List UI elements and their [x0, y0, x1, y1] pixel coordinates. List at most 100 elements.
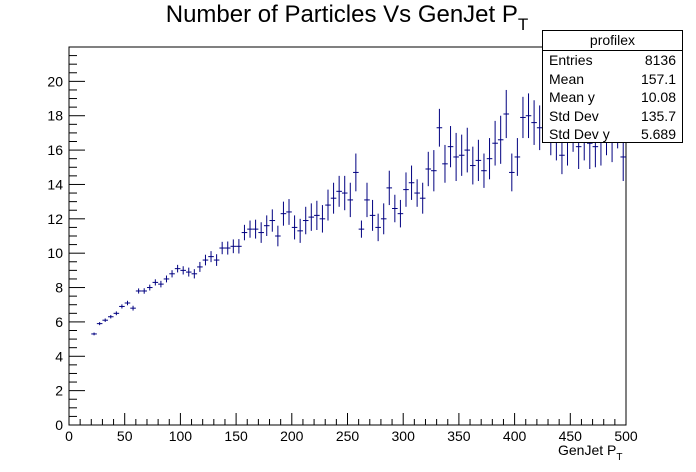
stats-row-std-dev: Std Dev 135.7	[543, 107, 682, 126]
stats-label: Std Dev	[549, 107, 599, 124]
data-point	[280, 201, 287, 226]
x-tick-label: 200	[280, 428, 304, 444]
data-point	[464, 127, 471, 173]
stats-row-entries: Entries 8136	[543, 51, 682, 70]
data-point	[230, 239, 237, 254]
chart-title-text: Number of Particles Vs GenJet P	[166, 1, 518, 28]
data-point	[96, 322, 103, 326]
data-point	[202, 254, 209, 266]
data-point	[124, 300, 131, 306]
data-point	[291, 215, 298, 240]
data-point	[102, 318, 108, 322]
data-point	[525, 93, 532, 139]
x-axis-label-text: GenJet P	[558, 442, 616, 458]
y-tick-label: 6	[55, 314, 63, 330]
data-point	[107, 315, 114, 319]
data-point	[174, 264, 181, 273]
x-tick-label: 400	[503, 428, 527, 444]
y-axis: 0 2 4 6 8 10 12 14 16 18 20	[47, 55, 85, 433]
y-tick-label: 18	[47, 108, 63, 124]
data-point	[520, 96, 526, 139]
data-point	[536, 105, 543, 151]
data-point	[135, 288, 142, 294]
data-point	[163, 275, 170, 283]
y-tick-label: 14	[47, 176, 63, 192]
data-point	[486, 138, 493, 180]
data-point	[380, 203, 387, 235]
data-point	[347, 182, 354, 218]
y-tick-label: 20	[47, 73, 63, 89]
data-point	[503, 89, 510, 139]
stats-label: Mean	[549, 70, 585, 87]
data-point	[419, 182, 426, 214]
data-point	[325, 189, 331, 221]
stats-row-std-dev-y: Std Dev y 5.689	[543, 125, 682, 144]
data-point	[341, 175, 348, 211]
stats-value: 135.7	[640, 107, 676, 124]
data-point	[269, 209, 276, 232]
x-axis: 0 50 100 150 200 250 300 350 400 450 500	[65, 413, 638, 444]
x-tick-label: 450	[559, 428, 583, 444]
data-point	[509, 153, 515, 192]
x-tick-label: 250	[336, 428, 360, 444]
y-tick-label: 4	[55, 348, 63, 364]
data-point	[185, 267, 192, 277]
data-point	[442, 144, 448, 183]
stats-value: 5.689	[640, 126, 676, 142]
data-point	[219, 241, 225, 255]
y-tick-label: 8	[55, 280, 63, 296]
stats-value: 10.08	[640, 89, 676, 105]
data-point	[353, 153, 359, 192]
x-tick-label: 300	[392, 428, 416, 444]
x-axis-label: GenJet PT	[558, 442, 622, 463]
y-tick-label: 10	[47, 245, 63, 261]
data-point	[158, 280, 164, 288]
data-point	[241, 224, 248, 241]
data-point	[297, 218, 303, 243]
data-point	[531, 100, 537, 145]
data-point	[358, 220, 365, 238]
data-point	[224, 241, 231, 255]
data-point	[470, 146, 476, 185]
stats-value: 157.1	[640, 70, 676, 87]
data-point	[247, 220, 253, 238]
data-point	[375, 213, 381, 242]
data-point	[386, 170, 393, 206]
data-point	[319, 205, 326, 233]
data-point	[208, 251, 214, 263]
data-point	[492, 120, 498, 166]
y-tick-label: 12	[47, 211, 63, 227]
chart-title-subscript: T	[518, 15, 528, 34]
x-tick-label: 500	[614, 428, 638, 444]
data-point	[514, 138, 521, 176]
data-point	[392, 194, 398, 223]
data-point	[286, 199, 292, 225]
chart-title: Number of Particles Vs GenJet PT	[166, 1, 529, 34]
x-tick-label: 150	[224, 428, 248, 444]
x-tick-label: 100	[169, 428, 193, 444]
data-point	[197, 261, 203, 272]
data-point	[475, 139, 482, 182]
stats-box: profilex Entries 8136 Mean 157.1 Mean y …	[542, 30, 683, 143]
data-point	[436, 108, 443, 147]
data-point	[431, 150, 437, 192]
data-point	[91, 332, 97, 336]
data-point	[481, 153, 487, 188]
stats-label: Std Dev y	[549, 126, 610, 142]
data-point	[152, 279, 159, 286]
data-point	[397, 199, 404, 228]
stats-row-mean-y: Mean y 10.08	[543, 88, 682, 107]
y-tick-label: 0	[55, 417, 63, 433]
data-point	[141, 288, 147, 294]
data-point	[180, 266, 186, 275]
data-point	[263, 215, 270, 236]
data-point	[236, 239, 242, 254]
stats-value: 8136	[644, 52, 676, 68]
stats-label: Mean y	[549, 89, 595, 105]
data-point	[314, 200, 320, 230]
data-point	[408, 165, 415, 200]
data-point	[302, 206, 309, 235]
data-point	[275, 225, 281, 247]
data-point	[414, 179, 420, 207]
